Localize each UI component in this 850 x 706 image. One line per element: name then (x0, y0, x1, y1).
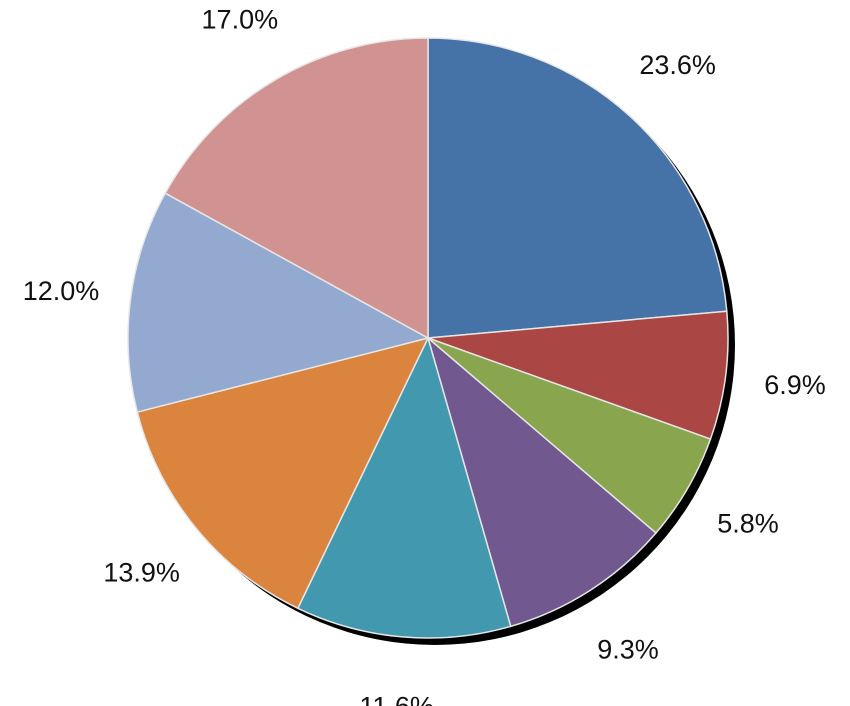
pie-slice-7 (127, 192, 429, 413)
pie-data-labels: 23.6% 6.9% 5.8% 9.3% 11.6% 13.9% 12.0% 17.0% (23, 4, 826, 706)
pie-slice-4 (427, 337, 657, 628)
pie-slices (127, 37, 729, 639)
data-label-slice-4: 9.3% (597, 634, 659, 664)
data-label-slice-1: 23.6% (639, 50, 716, 80)
data-label-slice-8: 17.0% (202, 4, 279, 34)
pie-slice-6 (136, 337, 429, 610)
data-label-slice-5: 11.6% (359, 692, 434, 706)
data-label-slice-6: 13.9% (103, 557, 180, 587)
pie-slice-5 (297, 337, 512, 639)
data-label-slice-2: 6.9% (764, 370, 826, 400)
pie-slice-2 (427, 310, 729, 440)
pie-slice-1 (427, 37, 728, 339)
data-label-slice-7: 12.0% (23, 276, 100, 306)
pie-slice-8 (164, 37, 429, 339)
data-label-slice-3: 5.8% (717, 509, 779, 539)
